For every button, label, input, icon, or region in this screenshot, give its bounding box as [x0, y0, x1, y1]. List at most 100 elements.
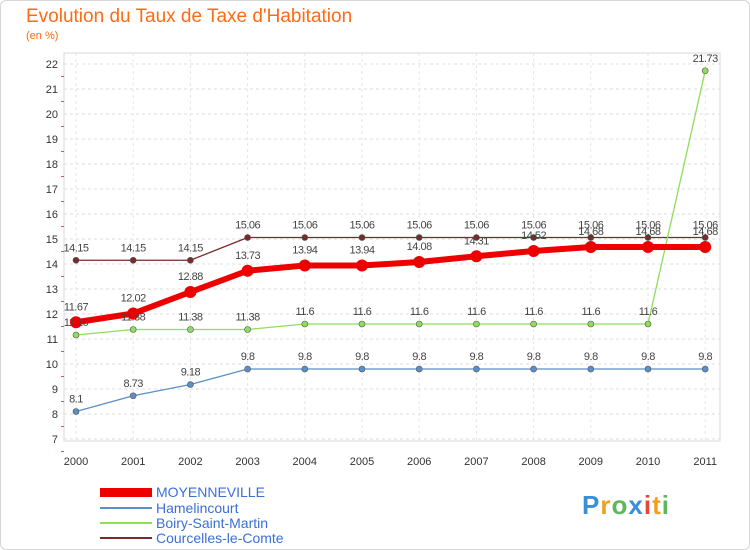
x-tick-label: 2011	[693, 456, 717, 468]
x-tick-label: 2004	[293, 456, 317, 468]
data-point-boiry-saint-martin	[415, 320, 423, 328]
data-point-courcelles-le-comte	[530, 234, 537, 241]
data-point-courcelles-le-comte	[701, 234, 709, 241]
x-tick-label: 2008	[521, 456, 545, 468]
data-label-courcelles-le-comte: 15.06	[464, 220, 489, 232]
data-point-hamelincourt	[129, 392, 137, 400]
y-tick-label: 18	[46, 159, 58, 171]
x-tick-label: 2006	[407, 456, 431, 468]
logo-letter: r	[600, 490, 612, 520]
data-label-hamelincourt: 9.18	[181, 367, 201, 379]
data-label-hamelincourt: 9.8	[584, 351, 598, 363]
data-label-boiry-saint-martin: 11.38	[235, 312, 260, 324]
data-point-boiry-saint-martin	[358, 320, 366, 328]
data-label-moyenneville: 14.68	[635, 226, 660, 238]
data-label-courcelles-le-comte: 15.06	[407, 220, 432, 232]
data-label-courcelles-le-comte: 14.15	[178, 242, 203, 254]
series-line-moyenneville	[75, 244, 706, 326]
legend-label: Hamelincourt	[156, 500, 239, 516]
data-point-moyenneville	[413, 256, 426, 268]
data-point-courcelles-le-comte	[644, 234, 652, 241]
data-label-moyenneville: 13.94	[349, 245, 374, 257]
data-label-boiry-saint-martin: 21.73	[693, 53, 718, 65]
data-point-boiry-saint-martin	[187, 326, 194, 333]
data-label-hamelincourt: 9.8	[298, 351, 312, 363]
data-point-hamelincourt	[415, 365, 423, 373]
series-line-boiry-saint-martin	[75, 70, 706, 336]
data-label-hamelincourt: 9.8	[412, 351, 426, 363]
x-tick-label: 2001	[121, 456, 145, 468]
y-tick-label: 9	[52, 384, 58, 396]
data-label-courcelles-le-comte: 15.06	[521, 220, 546, 232]
data-label-courcelles-le-comte: 14.15	[121, 242, 146, 254]
data-point-boiry-saint-martin	[530, 320, 537, 328]
logo-letter: P	[582, 490, 601, 520]
data-point-hamelincourt	[644, 365, 652, 373]
data-point-boiry-saint-martin	[244, 326, 251, 333]
data-label-hamelincourt: 9.8	[527, 351, 541, 363]
data-label-courcelles-le-comte: 14.15	[63, 242, 88, 254]
logo-letter: t	[652, 490, 662, 520]
data-label-boiry-saint-martin: 11.6	[639, 306, 658, 318]
series-line-hamelincourt	[75, 368, 706, 413]
logo-letter: i	[643, 490, 653, 520]
y-tick-label: 17	[46, 184, 58, 196]
data-point-boiry-saint-martin	[473, 320, 480, 328]
data-label-courcelles-le-comte: 15.06	[235, 220, 260, 232]
logo-letter: x	[628, 490, 644, 520]
data-label-courcelles-le-comte: 15.06	[635, 220, 660, 232]
y-tick-label: 14	[46, 259, 58, 271]
y-tick-label: 19	[46, 134, 58, 146]
data-point-hamelincourt	[473, 365, 480, 373]
data-label-hamelincourt: 9.8	[470, 351, 484, 363]
data-point-courcelles-le-comte	[415, 234, 423, 241]
data-point-courcelles-le-comte	[244, 234, 251, 241]
data-point-moyenneville	[127, 307, 140, 320]
data-points	[70, 67, 712, 415]
data-label-boiry-saint-martin: 11.6	[353, 306, 372, 318]
y-tick-label: 12	[46, 309, 58, 321]
legend-swatch-courcelles-le-comte	[100, 537, 152, 539]
chart-subtitle: (en %)	[26, 30, 59, 42]
data-point-courcelles-le-comte	[129, 256, 137, 264]
series-lines	[75, 70, 706, 413]
chart-title: Evolution du Taux de Taxe d'Habitation	[26, 6, 353, 27]
legend-label: MOYENNEVILLE	[156, 484, 265, 500]
data-label-moyenneville: 14.68	[693, 226, 718, 238]
data-label-boiry-saint-martin: 11.6	[296, 306, 315, 318]
logo-letter: i	[661, 490, 670, 520]
y-tick-label: 16	[46, 209, 58, 221]
data-label-hamelincourt: 9.8	[641, 351, 655, 363]
data-point-boiry-saint-martin	[129, 326, 137, 333]
data-point-boiry-saint-martin	[587, 320, 595, 328]
series-line-courcelles-le-comte	[76, 236, 706, 261]
data-point-hamelincourt	[530, 365, 537, 373]
data-point-moyenneville	[356, 259, 368, 272]
legend-swatch-hamelincourt	[100, 507, 152, 509]
data-label-moyenneville: 12.88	[178, 271, 203, 283]
y-tick-label: 22	[46, 59, 58, 71]
data-point-boiry-saint-martin	[72, 331, 80, 339]
data-point-courcelles-le-comte	[72, 256, 80, 264]
data-point-hamelincourt	[701, 365, 709, 373]
data-label-courcelles-le-comte: 15.06	[693, 220, 718, 232]
data-label-boiry-saint-martin: 11.16	[64, 317, 89, 329]
data-point-moyenneville	[584, 241, 597, 253]
x-tick-label: 2000	[64, 456, 88, 468]
data-label-boiry-saint-martin: 11.38	[121, 312, 146, 324]
data-point-moyenneville	[70, 316, 82, 329]
data-label-hamelincourt: 9.8	[355, 351, 369, 363]
data-point-courcelles-le-comte	[587, 234, 595, 241]
data-label-courcelles-le-comte: 15.06	[349, 220, 374, 232]
y-tick-label: 15	[46, 234, 58, 246]
data-point-moyenneville	[184, 286, 197, 298]
data-label-boiry-saint-martin: 11.6	[467, 306, 486, 318]
data-label-moyenneville: 14.31	[464, 235, 489, 247]
data-point-boiry-saint-martin	[301, 320, 309, 328]
y-tick-label: 13	[46, 284, 58, 296]
data-point-hamelincourt	[358, 365, 366, 373]
data-point-moyenneville	[527, 245, 540, 257]
data-point-hamelincourt	[301, 365, 309, 373]
data-label-moyenneville: 14.68	[578, 226, 603, 238]
